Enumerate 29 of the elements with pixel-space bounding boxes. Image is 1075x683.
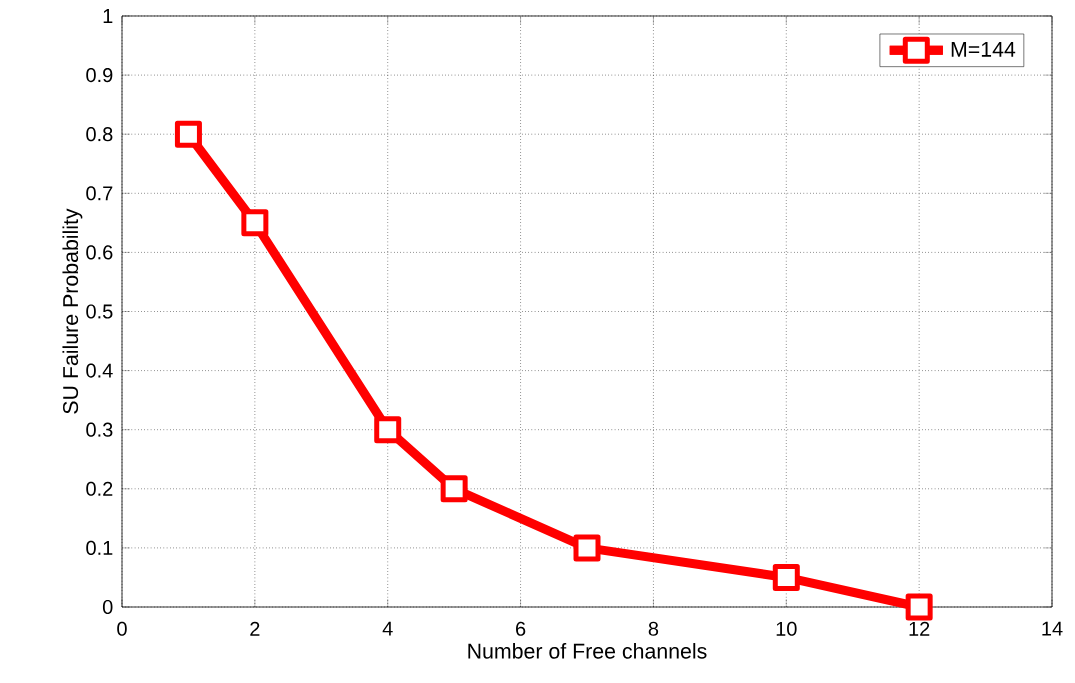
- point: [174, 120, 202, 148]
- y-tick-label: 0.7: [86, 186, 113, 201]
- y-tick-label: 0.5: [86, 304, 113, 319]
- y-tick-label: 0.8: [86, 127, 113, 142]
- x-tick-label: 12: [909, 621, 930, 636]
- x-tick-label: 8: [648, 621, 659, 636]
- point: [905, 593, 933, 621]
- y-tick-label: 0: [102, 599, 113, 615]
- x-tick-label: 10: [776, 621, 797, 636]
- legend-label: M=144: [951, 41, 1016, 57]
- y-tick-label: 0.3: [86, 422, 113, 437]
- y-tick-label: 1: [103, 9, 113, 23]
- y-axis-title: SU Failure Probability: [62, 208, 83, 414]
- point: [374, 416, 402, 444]
- point: [772, 563, 800, 591]
- y-tick-label: 0.2: [86, 481, 113, 496]
- x-tick-label: 14: [1042, 621, 1063, 636]
- y-tick-label: 0.1: [86, 540, 113, 555]
- y-tick-label: 0.6: [86, 245, 113, 260]
- x-axis-title: Number of Free channels: [468, 643, 707, 659]
- point: [440, 475, 468, 503]
- point: [241, 209, 269, 237]
- x-tick-label: 4: [382, 621, 393, 636]
- y-tick-label: 0.9: [86, 68, 113, 83]
- y-tick-label: 0.4: [86, 363, 113, 378]
- point: [573, 534, 601, 562]
- x-tick-label: 0: [117, 621, 127, 636]
- x-tick-label: 6: [516, 621, 526, 636]
- x-tick-label: 2: [250, 621, 260, 636]
